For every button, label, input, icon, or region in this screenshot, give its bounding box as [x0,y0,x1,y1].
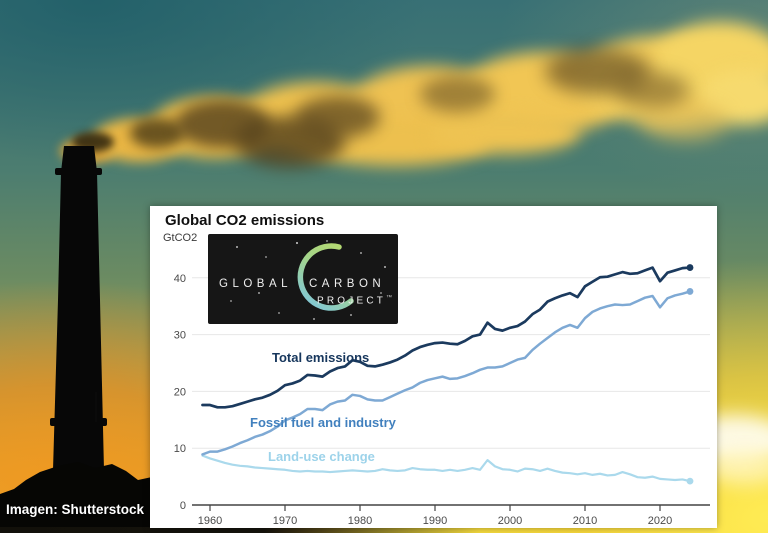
series-line-2 [201,454,692,483]
smoke-puff [295,96,380,138]
series-end-dot-1 [686,288,694,295]
series-label-total-emissions: Total emissions [272,350,370,365]
logo-star-dot [296,242,298,244]
smokestack-platform-mid [50,418,107,426]
logo-trademark: ™ [386,295,393,301]
series-end-dot-0 [686,264,694,271]
logo-word-project: PROJECT™ [317,295,393,307]
x-tick-label: 1960 [198,515,222,527]
y-tick-label: 30 [174,330,186,342]
logo-star-dot [326,240,328,242]
series-end-dot-2 [686,477,694,485]
smoke-puff [615,72,690,108]
bottom-silhouette-strip [0,527,480,533]
x-tick-label: 2010 [573,515,597,527]
logo-star-dot [313,318,315,320]
y-tick-label: 10 [174,443,186,455]
x-tick-label: 2020 [648,515,672,527]
series-line-1 [201,290,692,456]
logo-word-carbon: CARBON [309,278,386,290]
gcp-crescent-icon [297,243,354,311]
x-tick-label: 1980 [348,515,372,527]
smokestack-antenna [95,392,97,422]
smoke-puff [420,76,495,112]
series-line-0 [201,266,692,409]
x-tick-label: 2000 [498,515,522,527]
smokestack-platform-top [55,168,102,175]
chart-y-unit: GtCO2 [163,232,198,244]
y-tick-label: 20 [174,386,186,398]
logo-star-dot [350,314,352,316]
logo-star-dot [384,266,386,268]
logo-star-dot [258,292,260,294]
logo-star-dot [230,300,232,302]
chart-title: Global CO2 emissions [165,212,325,229]
series-label-land-use: Land-use change [268,449,375,464]
logo-star-dot [236,246,238,248]
y-tick-label: 0 [180,500,186,512]
smoke-puff [430,112,580,154]
chart-panel: 0 10 20 30 40 1960 1970 1980 1990 2000 2010 2020 Gl… [150,206,717,528]
y-tick-label: 40 [174,273,186,285]
logo-star-dot [278,312,280,314]
series-label-fossil-fuel: Fossil fuel and industry [250,415,396,430]
logo-star-dot [380,292,382,294]
logo-word-global: GLOBAL [219,278,293,290]
image-credit: Imagen: Shutterstock [6,502,145,517]
x-tick-label: 1990 [423,515,447,527]
x-tick-label: 1970 [273,515,297,527]
logo-star-dot [265,256,267,258]
emissions-line-chart: 0 10 20 30 40 1960 1970 1980 1990 2000 2010 2020 [174,264,710,527]
global-carbon-project-logo: GLOBAL CARBON PROJECT™ [208,234,398,324]
logo-star-dot [360,252,362,254]
